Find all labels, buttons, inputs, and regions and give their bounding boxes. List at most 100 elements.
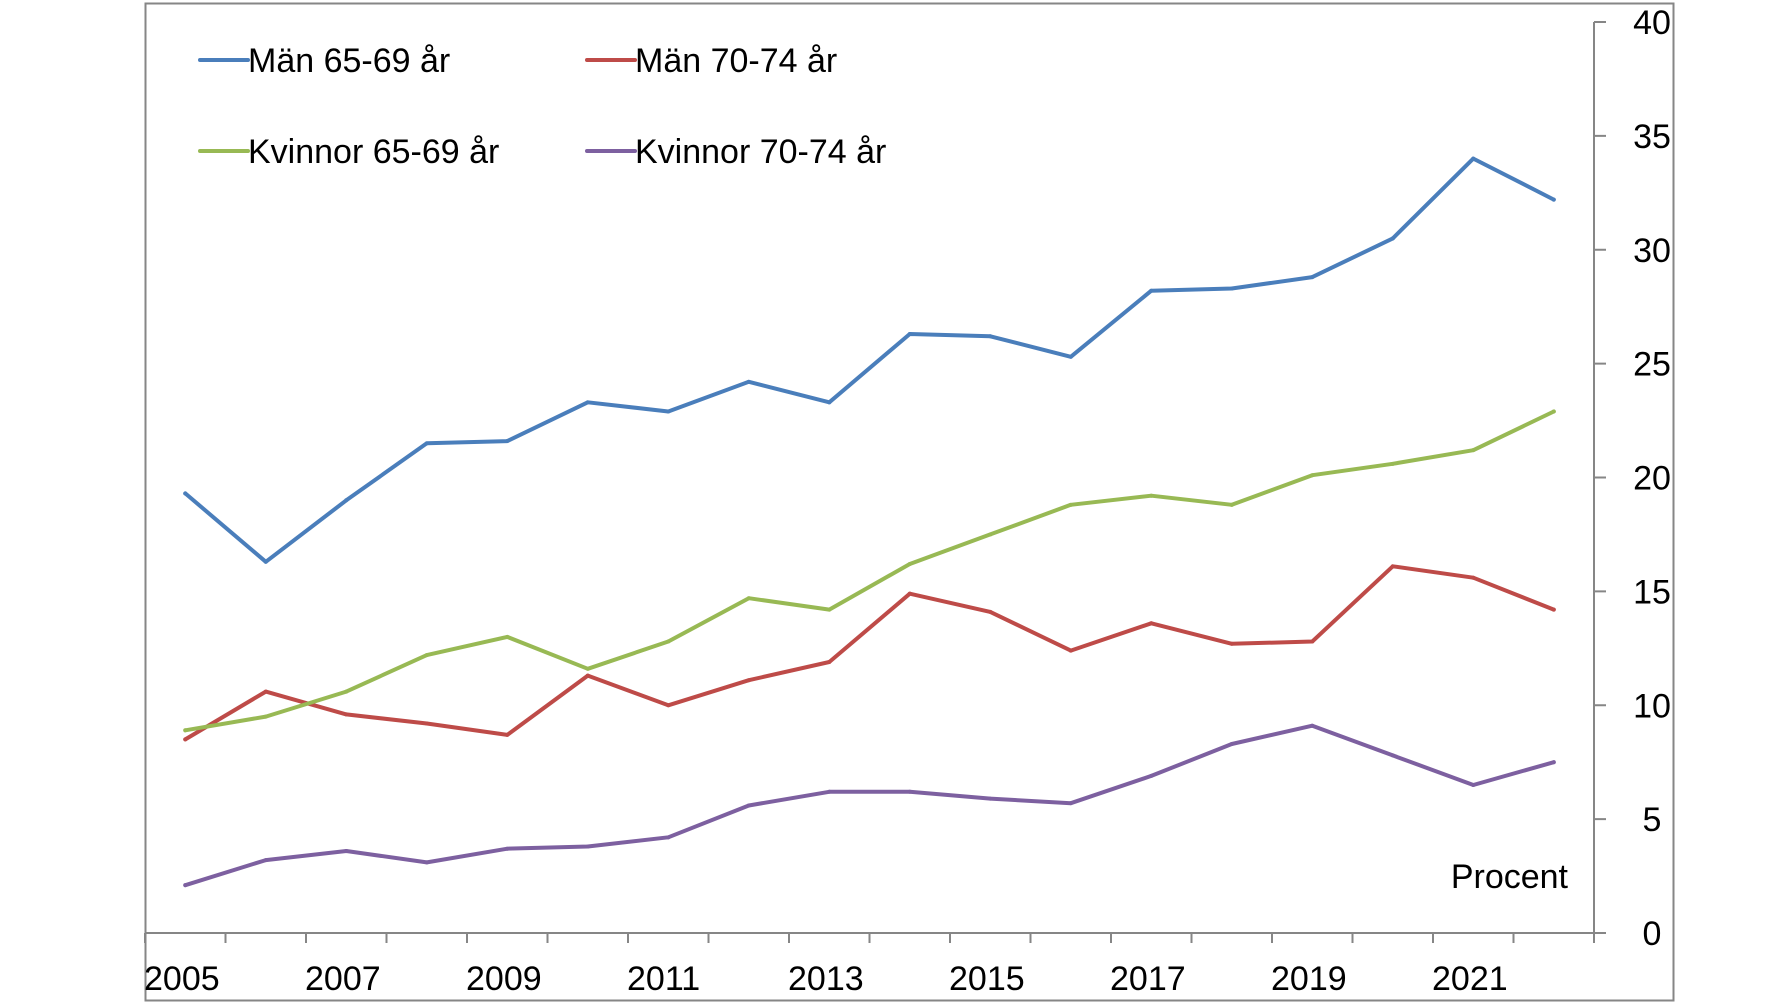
- data-point: [827, 659, 832, 664]
- data-point: [1310, 275, 1315, 280]
- data-point: [183, 728, 188, 733]
- y-tick-label: 40: [1633, 4, 1671, 42]
- data-point: [505, 634, 510, 639]
- data-point: [1390, 753, 1395, 758]
- data-point: [424, 721, 429, 726]
- data-point: [1390, 564, 1395, 569]
- x-tick-label: 2019: [1271, 960, 1347, 998]
- data-point: [344, 712, 349, 717]
- data-point: [1068, 801, 1073, 806]
- data-point: [344, 849, 349, 854]
- series-line: [183, 723, 1556, 888]
- data-point: [746, 803, 751, 808]
- legend-label: Kvinnor 70-74 år: [635, 133, 886, 171]
- data-point: [907, 591, 912, 596]
- data-point: [1068, 502, 1073, 507]
- data-point: [1551, 409, 1556, 414]
- data-point: [1149, 621, 1154, 626]
- data-point: [344, 689, 349, 694]
- data-point: [1551, 760, 1556, 765]
- data-point: [907, 789, 912, 794]
- data-point: [1471, 575, 1476, 580]
- data-point: [263, 559, 268, 564]
- data-point: [746, 596, 751, 601]
- data-point: [1068, 354, 1073, 359]
- data-point: [1229, 741, 1234, 746]
- series-line: [183, 409, 1556, 733]
- data-point: [1551, 197, 1556, 202]
- data-point: [183, 883, 188, 888]
- y-tick-label: 20: [1633, 460, 1671, 498]
- data-point: [1229, 641, 1234, 646]
- data-point: [1229, 286, 1234, 291]
- x-tick-label: 2015: [949, 960, 1025, 998]
- data-point: [505, 846, 510, 851]
- data-point: [988, 532, 993, 537]
- x-tick-label: 2011: [627, 960, 700, 998]
- legend: Män 65-69 år Män 70-74 år Kvinnor 65-69 år…: [198, 42, 886, 171]
- data-point: [1471, 156, 1476, 161]
- data-point: [585, 673, 590, 678]
- data-point: [666, 409, 671, 414]
- data-point: [505, 732, 510, 737]
- data-point: [344, 498, 349, 503]
- series-line: [183, 156, 1556, 564]
- y-tick-label: 10: [1633, 687, 1671, 725]
- series-line: [183, 564, 1556, 742]
- data-point: [1471, 448, 1476, 453]
- legend-label: Män 65-69 år: [248, 42, 450, 80]
- data-point: [666, 835, 671, 840]
- x-tick-label: 2009: [466, 960, 542, 998]
- data-point: [666, 703, 671, 708]
- data-point: [988, 796, 993, 801]
- data-point: [585, 844, 590, 849]
- y-tick-label: 5: [1643, 801, 1662, 839]
- y-tick-label: 15: [1633, 573, 1671, 611]
- data-point: [1551, 607, 1556, 612]
- data-point: [1149, 288, 1154, 293]
- y-tick-label: 30: [1633, 232, 1671, 270]
- data-point: [907, 562, 912, 567]
- data-point: [424, 860, 429, 865]
- data-point: [1310, 639, 1315, 644]
- data-point: [1390, 461, 1395, 466]
- y-tick-label: 35: [1633, 118, 1671, 156]
- x-tick-label: 2021: [1432, 960, 1508, 998]
- x-tick-label: 2013: [788, 960, 864, 998]
- data-point: [263, 714, 268, 719]
- y-tick-label: 0: [1643, 915, 1662, 953]
- data-point: [1068, 648, 1073, 653]
- axes-layer: 0 5 10 15 20 25 30 35 40 2005 2007 2009 2011 2013 2015…: [144, 4, 1671, 998]
- plot-frame: [144, 2, 1675, 1002]
- data-point: [263, 689, 268, 694]
- data-point: [1229, 502, 1234, 507]
- y-tick-label: 25: [1633, 346, 1671, 384]
- legend-label: Män 70-74 år: [635, 42, 837, 80]
- unit-label: Procent: [1451, 858, 1569, 896]
- data-point: [827, 607, 832, 612]
- x-tick-label: 2005: [144, 960, 220, 998]
- data-point: [746, 379, 751, 384]
- legend-label: Kvinnor 65-69 år: [248, 133, 499, 171]
- data-point: [183, 737, 188, 742]
- data-point: [424, 653, 429, 658]
- data-point: [1149, 493, 1154, 498]
- data-point: [907, 332, 912, 337]
- data-point: [827, 400, 832, 405]
- data-point: [746, 678, 751, 683]
- series-layer: [183, 156, 1556, 888]
- data-point: [1310, 473, 1315, 478]
- data-point: [988, 609, 993, 614]
- data-point: [988, 334, 993, 339]
- data-point: [585, 666, 590, 671]
- data-point: [1149, 773, 1154, 778]
- x-tick-label: 2007: [305, 960, 381, 998]
- data-point: [1310, 723, 1315, 728]
- data-point: [424, 441, 429, 446]
- data-point: [505, 439, 510, 444]
- x-tick-label: 2017: [1110, 960, 1186, 998]
- data-point: [183, 491, 188, 496]
- data-point: [666, 639, 671, 644]
- data-point: [827, 789, 832, 794]
